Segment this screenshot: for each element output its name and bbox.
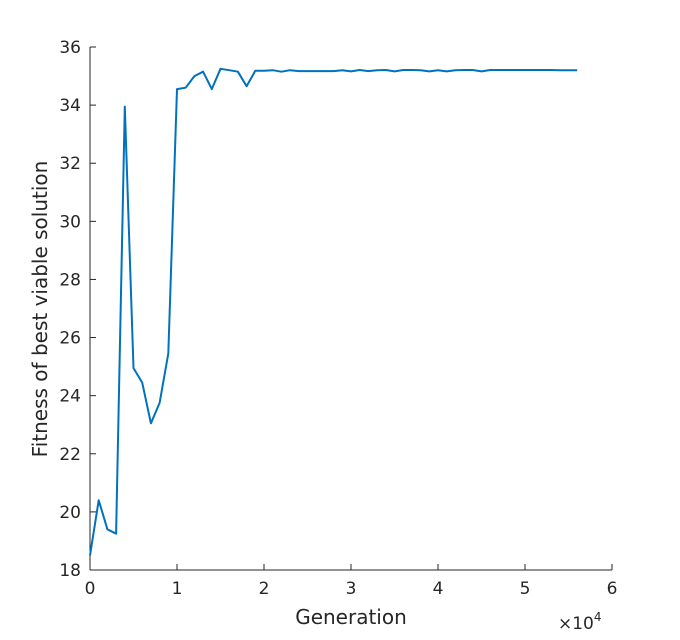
x-tick-label: 2 [259, 579, 270, 599]
y-tick-label: 26 [59, 329, 81, 349]
data-series [89, 67, 578, 556]
x-tick-label: 3 [346, 579, 357, 599]
x-axis-label: Generation [295, 605, 407, 629]
y-tick-label: 34 [59, 96, 81, 116]
x-axis-multiplier: ×104 [558, 610, 602, 634]
y-axis-label: Fitness of best viable solution [28, 161, 52, 458]
y-tick-label: 28 [59, 270, 81, 290]
x-axis-multiplier-exponent: 4 [594, 610, 602, 624]
tick-marks [89, 46, 613, 571]
y-tick-label: 32 [59, 154, 81, 174]
y-tick-label: 20 [59, 503, 81, 523]
y-tick-label: 22 [59, 445, 81, 465]
series-line [89, 67, 578, 556]
x-tick-label: 5 [520, 579, 531, 599]
x-tick-label: 6 [607, 579, 618, 599]
x-tick-label: 4 [433, 579, 444, 599]
x-axis-multiplier-base: ×10 [558, 614, 594, 634]
x-tick-label: 0 [85, 579, 96, 599]
y-tick-label: 36 [59, 38, 81, 58]
x-tick-label: 1 [172, 579, 183, 599]
y-tick-label: 30 [59, 212, 81, 232]
y-tick-label: 24 [59, 387, 81, 407]
y-tick-label: 18 [59, 561, 81, 581]
